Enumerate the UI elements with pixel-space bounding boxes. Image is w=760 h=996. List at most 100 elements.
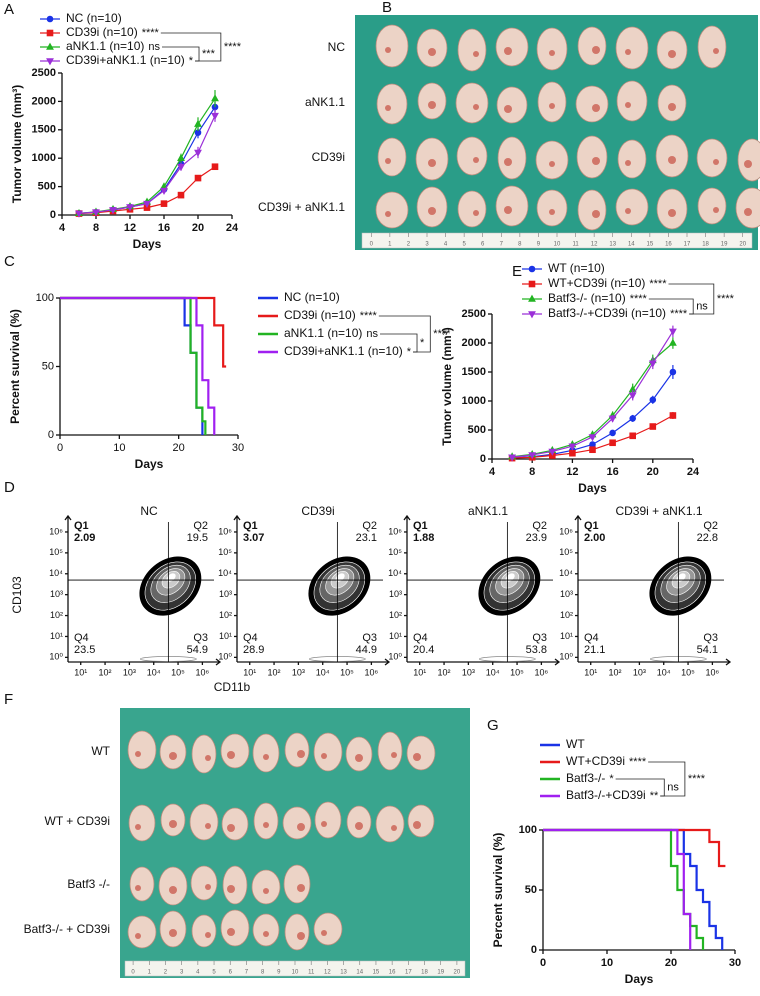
tumor-spot [169,820,177,828]
tumor-spot [205,823,211,829]
x-tick-label: 20 [647,466,659,478]
panel-letter: E [512,263,522,280]
y-tick-label: 10¹ [50,631,63,641]
tumor [455,82,489,124]
quadrant-name: Q4 [413,632,428,644]
tumor-spot [428,159,436,167]
marker [109,207,117,215]
ruler-label: 2 [407,242,411,248]
quadrant-name: Q2 [532,520,547,532]
y-axis [403,514,411,662]
x-tick-label: 12 [124,222,136,234]
tumor-spot [504,47,512,55]
tumor [127,915,157,949]
tumor [375,805,405,843]
ruler-label: 18 [702,242,709,248]
y-tick-label: 10⁶ [218,526,232,536]
tumor-spot [473,51,479,57]
tumor [406,735,436,771]
bracket [160,32,222,62]
tumor-spot [391,825,397,831]
ruler-label: 17 [684,242,691,248]
marker [669,368,677,376]
marker [75,210,83,218]
tumor [252,733,280,773]
ruler-label: 9 [537,242,541,248]
y-tick-label: 10² [50,610,63,620]
x-axis-title: Days [625,972,654,986]
x-tick-label: 10³ [462,667,475,677]
y-tick-label: 10⁵ [388,547,402,557]
legend-label: WT [566,737,585,751]
tumor [577,26,607,66]
quadrant-value: 19.5 [187,532,208,544]
x-tick-label: 10 [601,957,613,969]
x-tick-label: 10⁴ [486,667,500,677]
tumor-spot [473,157,479,163]
quadrant-value: 44.9 [356,644,377,656]
tumor-spot [668,103,676,111]
x-axis-title: Days [133,237,162,251]
significance: ** [650,790,659,802]
y-tick-label: 10⁴ [559,568,573,578]
legend-label: Batf3-/- [566,771,605,785]
tumor-spot [205,884,211,890]
marker [588,434,597,442]
tumor [697,25,727,69]
tumor-spot [428,207,436,215]
tumor [617,139,647,179]
tumor-spot [169,929,177,937]
marker [177,163,185,172]
y-tick-label: 10⁶ [388,526,402,536]
x-tick-label: 10² [268,667,281,677]
y-tick-label: 1500 [32,124,56,136]
tumor [313,912,343,946]
significance: ns [148,41,160,53]
subplot-title: CD39i + aNK1.1 [615,504,702,518]
tumor [735,187,760,229]
legend-marker [46,58,54,66]
ruler-label: 20 [739,242,746,248]
tumor-spot [321,753,327,759]
y-tick-label: 2500 [32,67,56,79]
x-tick-label: 10¹ [243,667,256,677]
marker [194,174,202,182]
legend-label: WT (n=10) [548,261,605,275]
row-label: Batf3-/- + CD39i [24,922,110,936]
y-tick-label: 500 [38,181,56,193]
x-tick-label: 24 [687,466,700,478]
y-tick-label: 10¹ [389,631,402,641]
tumor [495,27,529,67]
x-tick-label: 10⁵ [171,667,185,677]
legend-label: NC (n=10) [284,290,340,304]
tumor [697,187,727,225]
y-tick-label: 0 [480,453,486,465]
tumor [190,865,218,901]
legend-marker [528,311,536,319]
quadrant-name: Q1 [74,520,89,532]
ruler-label: 10 [292,970,299,976]
quadrant-value: 22.8 [697,532,718,544]
quadrant-value: 20.4 [413,644,434,656]
tumor [457,190,487,228]
x-axis [407,658,561,666]
tumor [457,28,487,72]
tumor-spot [385,211,391,217]
bracket-label: * [420,337,425,349]
bracket-label: **** [717,293,735,305]
quadrant-name: Q3 [193,632,208,644]
significance: * [609,773,614,785]
tumor-spot [625,49,631,55]
y-tick-label: 10¹ [560,631,573,641]
x-tick-label: 10⁴ [657,667,671,677]
marker [668,338,677,346]
row-label: NC [328,40,346,54]
tumor-spot [668,50,676,58]
quadrant-value: 53.8 [526,644,547,656]
tumor [189,803,219,841]
y-axis-title: Percent survival (%) [8,309,22,424]
tumor [220,909,250,947]
ruler-label: 11 [572,242,579,248]
bracket-label: **** [688,773,706,785]
